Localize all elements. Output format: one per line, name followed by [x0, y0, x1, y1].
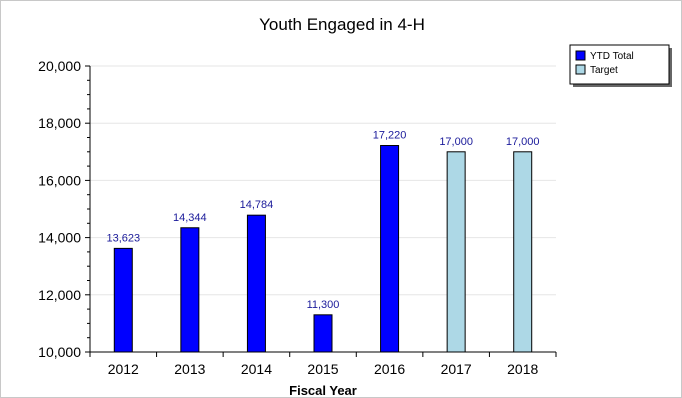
legend-swatch [575, 64, 586, 75]
bar [313, 314, 333, 353]
x-tick-label: 2013 [174, 361, 205, 377]
x-tick-label: 2016 [374, 361, 405, 377]
y-tick-label: 10,000 [38, 344, 81, 360]
y-tick-label: 20,000 [38, 58, 81, 74]
x-tick-label: 2017 [441, 361, 472, 377]
bar [246, 214, 266, 353]
x-tick-label: 2015 [307, 361, 338, 377]
data-label: 17,220 [373, 130, 407, 142]
legend-swatch [575, 50, 586, 61]
x-tick-label: 2018 [507, 361, 538, 377]
data-label: 14,784 [240, 199, 274, 211]
bar [380, 145, 400, 353]
axes [85, 65, 557, 357]
legend: YTD Total Target [569, 44, 672, 87]
data-label: 17,000 [506, 136, 540, 148]
bar [180, 227, 200, 353]
legend-label: YTD Total [590, 51, 634, 62]
data-labels: 13,623 14,344 14,784 11,300 17,220 17,000 17,0… [106, 130, 539, 311]
chart-title: Youth Engaged in 4-H [259, 15, 425, 34]
x-axis-title: Fiscal Year [289, 383, 357, 398]
y-tick-label: 12,000 [38, 287, 81, 303]
bar [513, 151, 533, 353]
data-label: 17,000 [439, 136, 473, 148]
gridlines [90, 65, 556, 296]
y-tick-label: 16,000 [38, 172, 81, 188]
data-label: 14,344 [173, 212, 207, 224]
legend-label: Target [590, 65, 618, 76]
bar [113, 247, 133, 353]
data-label: 13,623 [106, 232, 140, 244]
bar [446, 151, 466, 353]
y-tick-labels: 10,000 12,000 14,000 16,000 18,000 20,000 [38, 58, 81, 360]
y-tick-label: 18,000 [38, 115, 81, 131]
x-tick-label: 2012 [108, 361, 139, 377]
data-label: 11,300 [307, 299, 340, 311]
y-tick-label: 14,000 [38, 230, 81, 246]
x-tick-label: 2014 [241, 361, 272, 377]
legend-box [569, 44, 670, 85]
x-tick-labels: 2012 2013 2014 2015 2016 2017 2018 [108, 361, 539, 377]
bars [113, 145, 533, 353]
